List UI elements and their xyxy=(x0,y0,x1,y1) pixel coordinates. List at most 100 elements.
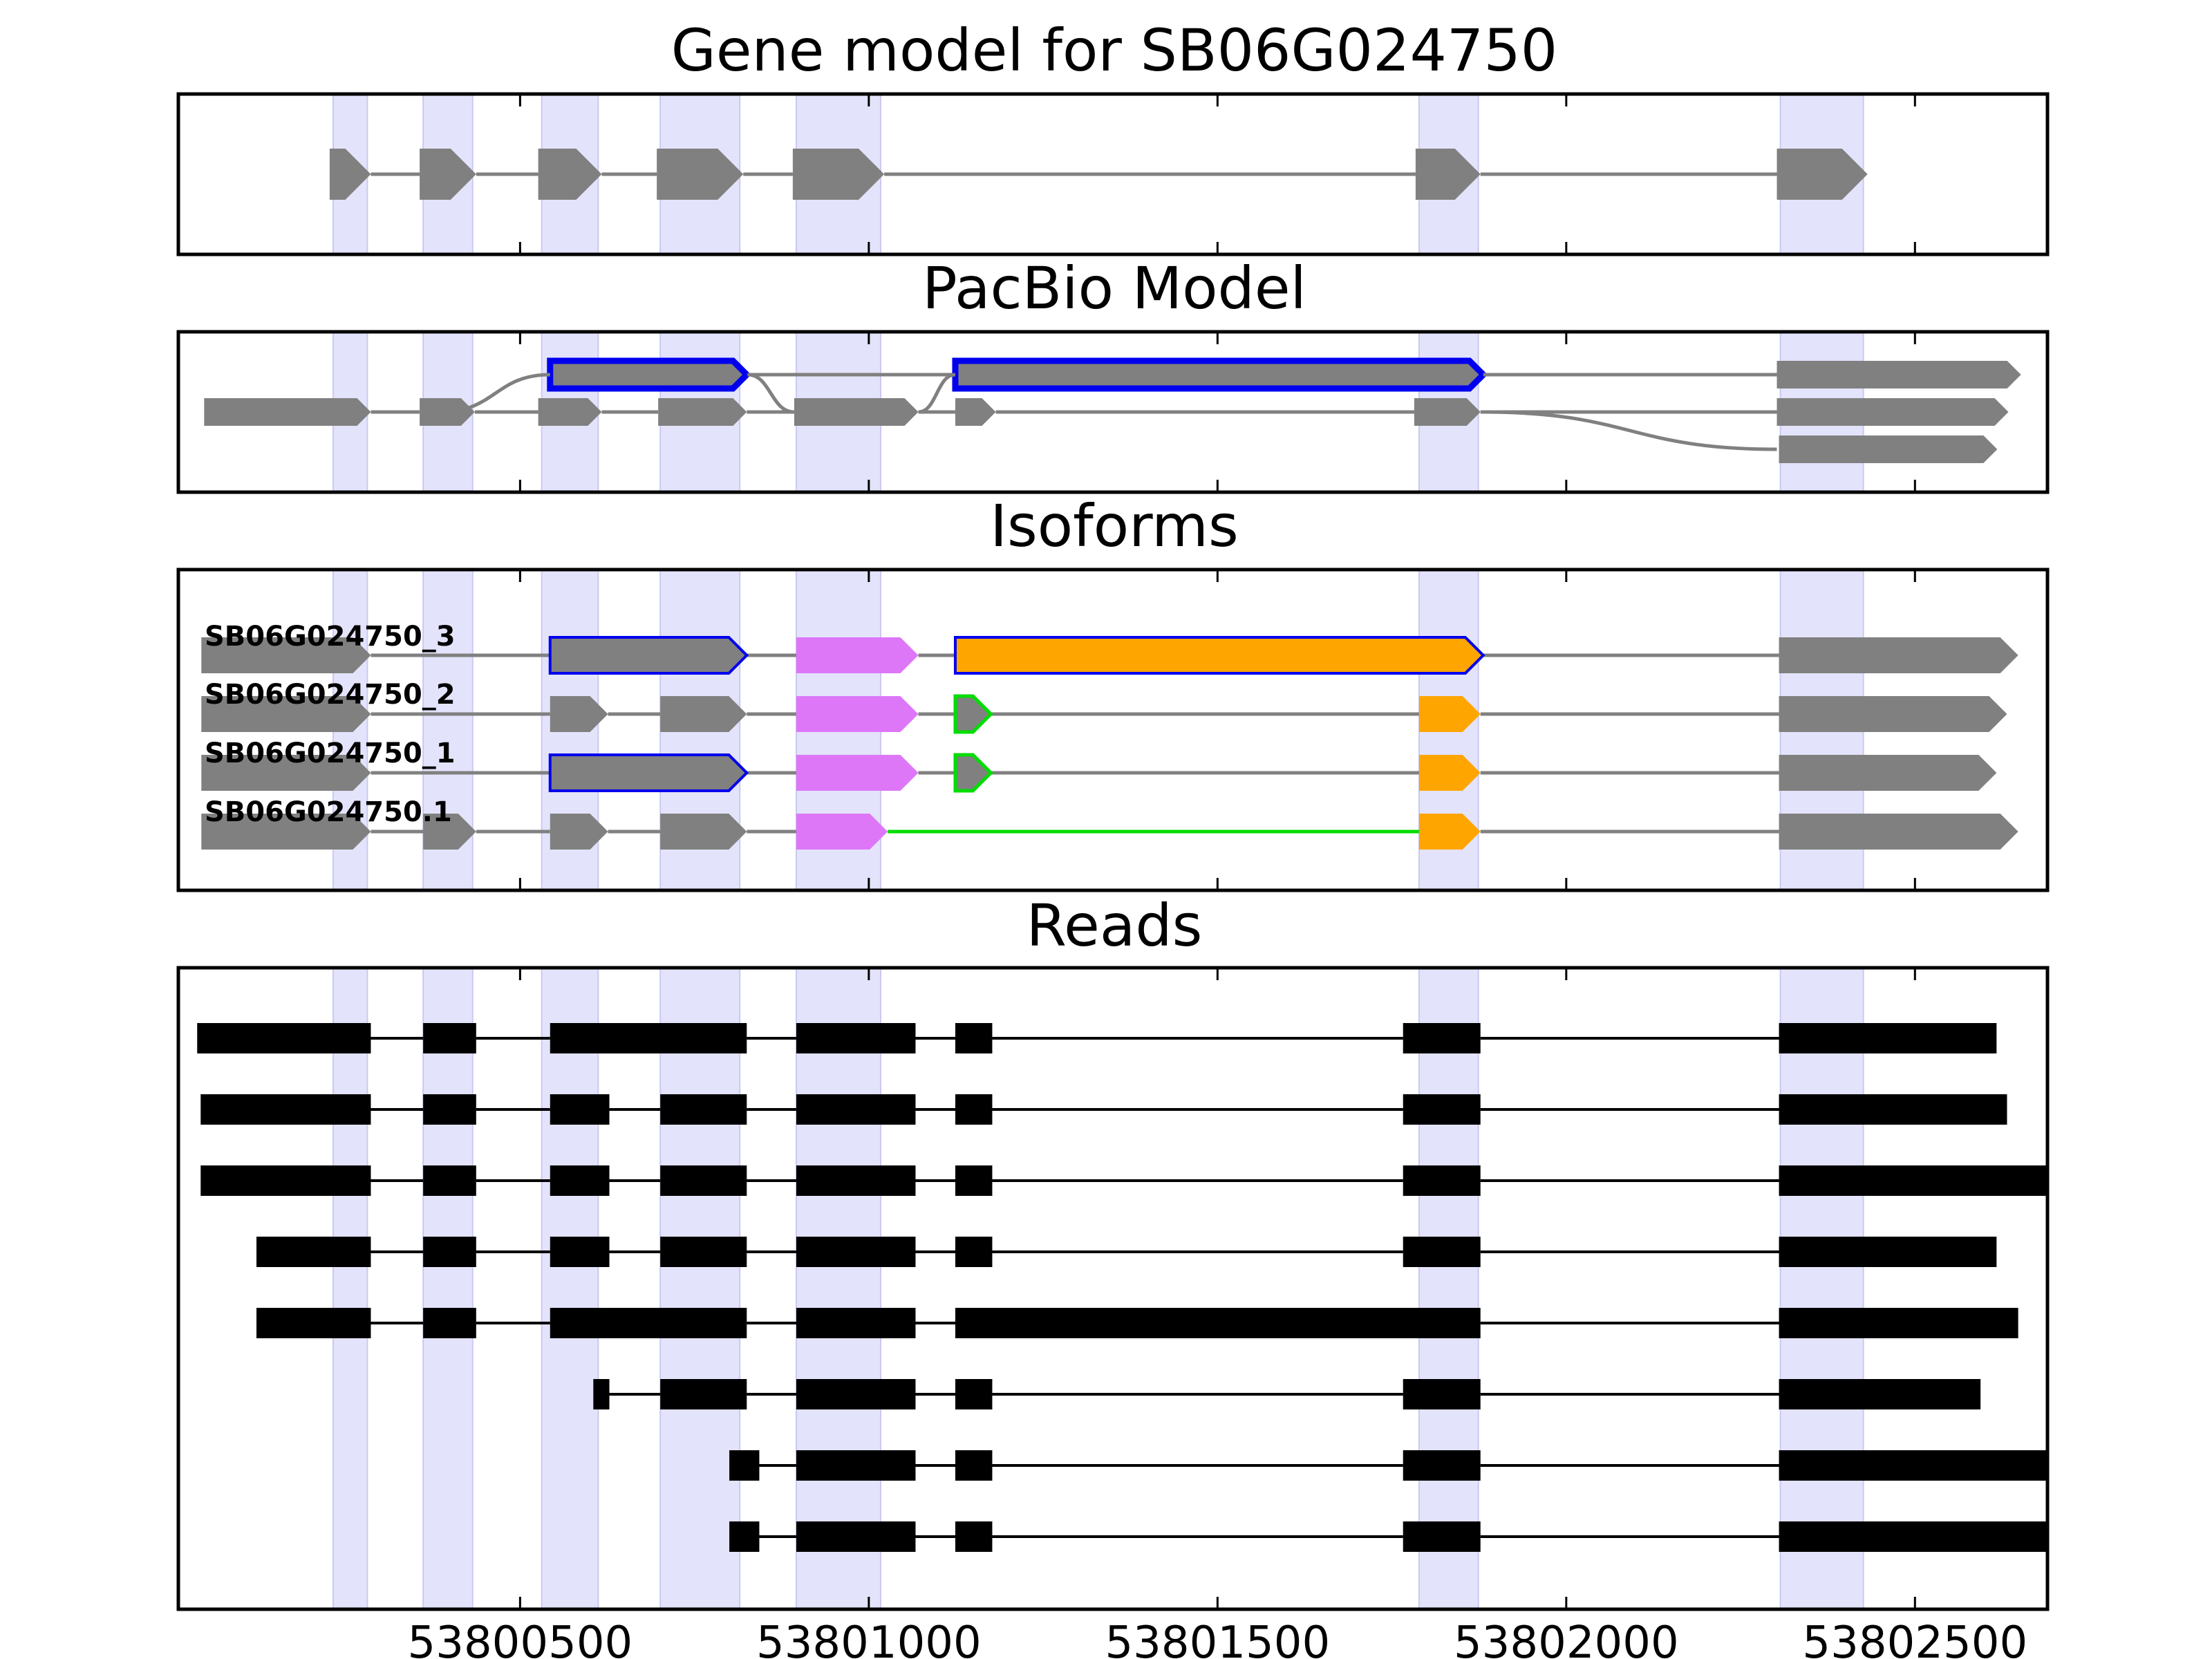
splice-link xyxy=(1483,410,1777,451)
exon-arrow xyxy=(953,753,993,793)
exon-arrow xyxy=(955,398,996,426)
read-block xyxy=(256,1308,371,1338)
panel-title-gene-model: Gene model for SB06G024750 xyxy=(671,17,1557,84)
read-block xyxy=(660,1094,747,1125)
read-block xyxy=(550,1165,610,1196)
read-block xyxy=(955,1023,993,1053)
panel-pacbio-model xyxy=(204,357,2021,463)
exon-arrow xyxy=(657,149,744,200)
exon-arrow xyxy=(548,753,749,792)
exon-arrow xyxy=(548,636,749,675)
exon-arrow xyxy=(329,149,371,200)
read-block xyxy=(1779,1308,2018,1338)
exon-arrow xyxy=(538,398,602,426)
panel-isoforms xyxy=(201,636,2018,850)
splice-link xyxy=(918,373,956,414)
exon-arrow xyxy=(794,398,919,426)
x-tick-label: 53802500 xyxy=(1802,1618,2027,1659)
panel-title-pacbio-model: PacBio Model xyxy=(922,254,1306,322)
read-block xyxy=(423,1094,476,1125)
exon-arrow xyxy=(953,636,1485,675)
read-block xyxy=(200,1094,371,1125)
read-block xyxy=(796,1450,916,1481)
read-block xyxy=(1779,1450,2047,1481)
read-block xyxy=(423,1165,476,1196)
splice-link xyxy=(747,373,795,414)
exon-band xyxy=(1779,967,1864,1610)
isoform-label: SB06G024750_1 xyxy=(205,738,456,769)
exon-band xyxy=(659,967,741,1610)
exon-arrow xyxy=(201,755,371,791)
read-block xyxy=(1779,1094,2007,1125)
exon-band xyxy=(795,967,882,1610)
read-block xyxy=(729,1450,760,1481)
read-block xyxy=(955,1308,1481,1338)
read-block xyxy=(423,1023,476,1053)
exon-arrow xyxy=(1779,435,1998,463)
x-tick-label: 53801000 xyxy=(756,1618,982,1659)
panel-frame xyxy=(176,330,2050,494)
read-block xyxy=(423,1308,476,1338)
exon-arrow xyxy=(1418,696,1481,732)
exon-arrow xyxy=(1415,149,1481,200)
exon-arrow xyxy=(538,149,602,200)
isoform-label-group: SB06G024750_3 SB06G024750_2 SB06G024750_… xyxy=(205,621,456,828)
exon-arrow xyxy=(201,814,371,850)
exon-arrow xyxy=(952,357,1488,392)
read-block xyxy=(593,1379,610,1409)
exon-arrow xyxy=(1779,696,2007,732)
read-block xyxy=(1779,1165,2047,1196)
read-block xyxy=(550,1094,610,1125)
read-block xyxy=(660,1165,747,1196)
exon-arrow xyxy=(796,696,919,732)
exon-arrow xyxy=(1418,814,1481,850)
exon-arrow xyxy=(796,637,919,673)
panel-frame xyxy=(176,568,2050,892)
read-block xyxy=(660,1379,747,1409)
read-block xyxy=(796,1094,916,1125)
exon-arrow xyxy=(660,814,747,850)
exon-arrow xyxy=(1777,398,2009,426)
read-block xyxy=(796,1521,916,1552)
exon-arrow xyxy=(420,149,476,200)
splice-link xyxy=(440,373,550,414)
read-block xyxy=(1779,1521,2047,1552)
exon-arrow xyxy=(658,398,747,426)
exon-arrow xyxy=(201,696,371,732)
read-block xyxy=(423,1237,476,1267)
exon-arrow xyxy=(953,694,993,734)
read-block xyxy=(1403,1379,1481,1409)
read-block xyxy=(955,1237,993,1267)
exon-arrow xyxy=(1418,755,1481,791)
exon-arrow xyxy=(547,357,751,392)
read-block xyxy=(729,1521,760,1552)
read-block xyxy=(1779,1237,1997,1267)
read-block xyxy=(1403,1237,1481,1267)
exon-arrow xyxy=(204,398,371,426)
x-tick-label: 53802000 xyxy=(1454,1618,1679,1659)
read-block xyxy=(1403,1165,1481,1196)
read-block xyxy=(796,1165,916,1196)
read-block xyxy=(550,1308,747,1338)
x-axis: 53800500 53801000 53801500 53802000 53802500 xyxy=(408,1618,2028,1659)
x-tick-label: 53800500 xyxy=(408,1618,633,1659)
read-block xyxy=(955,1379,993,1409)
isoform-label: SB06G024750_3 xyxy=(205,621,456,653)
read-block xyxy=(550,1237,610,1267)
exon-arrow xyxy=(792,149,885,200)
exon-band xyxy=(541,967,599,1610)
read-block xyxy=(1403,1094,1481,1125)
exon-arrow xyxy=(796,755,919,791)
exon-arrow xyxy=(550,696,608,732)
read-block xyxy=(1403,1023,1481,1053)
isoform-label: SB06G024750.1 xyxy=(205,796,452,828)
read-block xyxy=(955,1165,993,1196)
exon-arrow xyxy=(1779,637,2018,673)
panel-gene-model xyxy=(329,149,1868,200)
exon-arrow xyxy=(1777,361,2021,388)
exon-arrow xyxy=(796,814,888,850)
read-block xyxy=(796,1237,916,1267)
read-block xyxy=(550,1023,747,1053)
exon-band xyxy=(1418,967,1479,1610)
